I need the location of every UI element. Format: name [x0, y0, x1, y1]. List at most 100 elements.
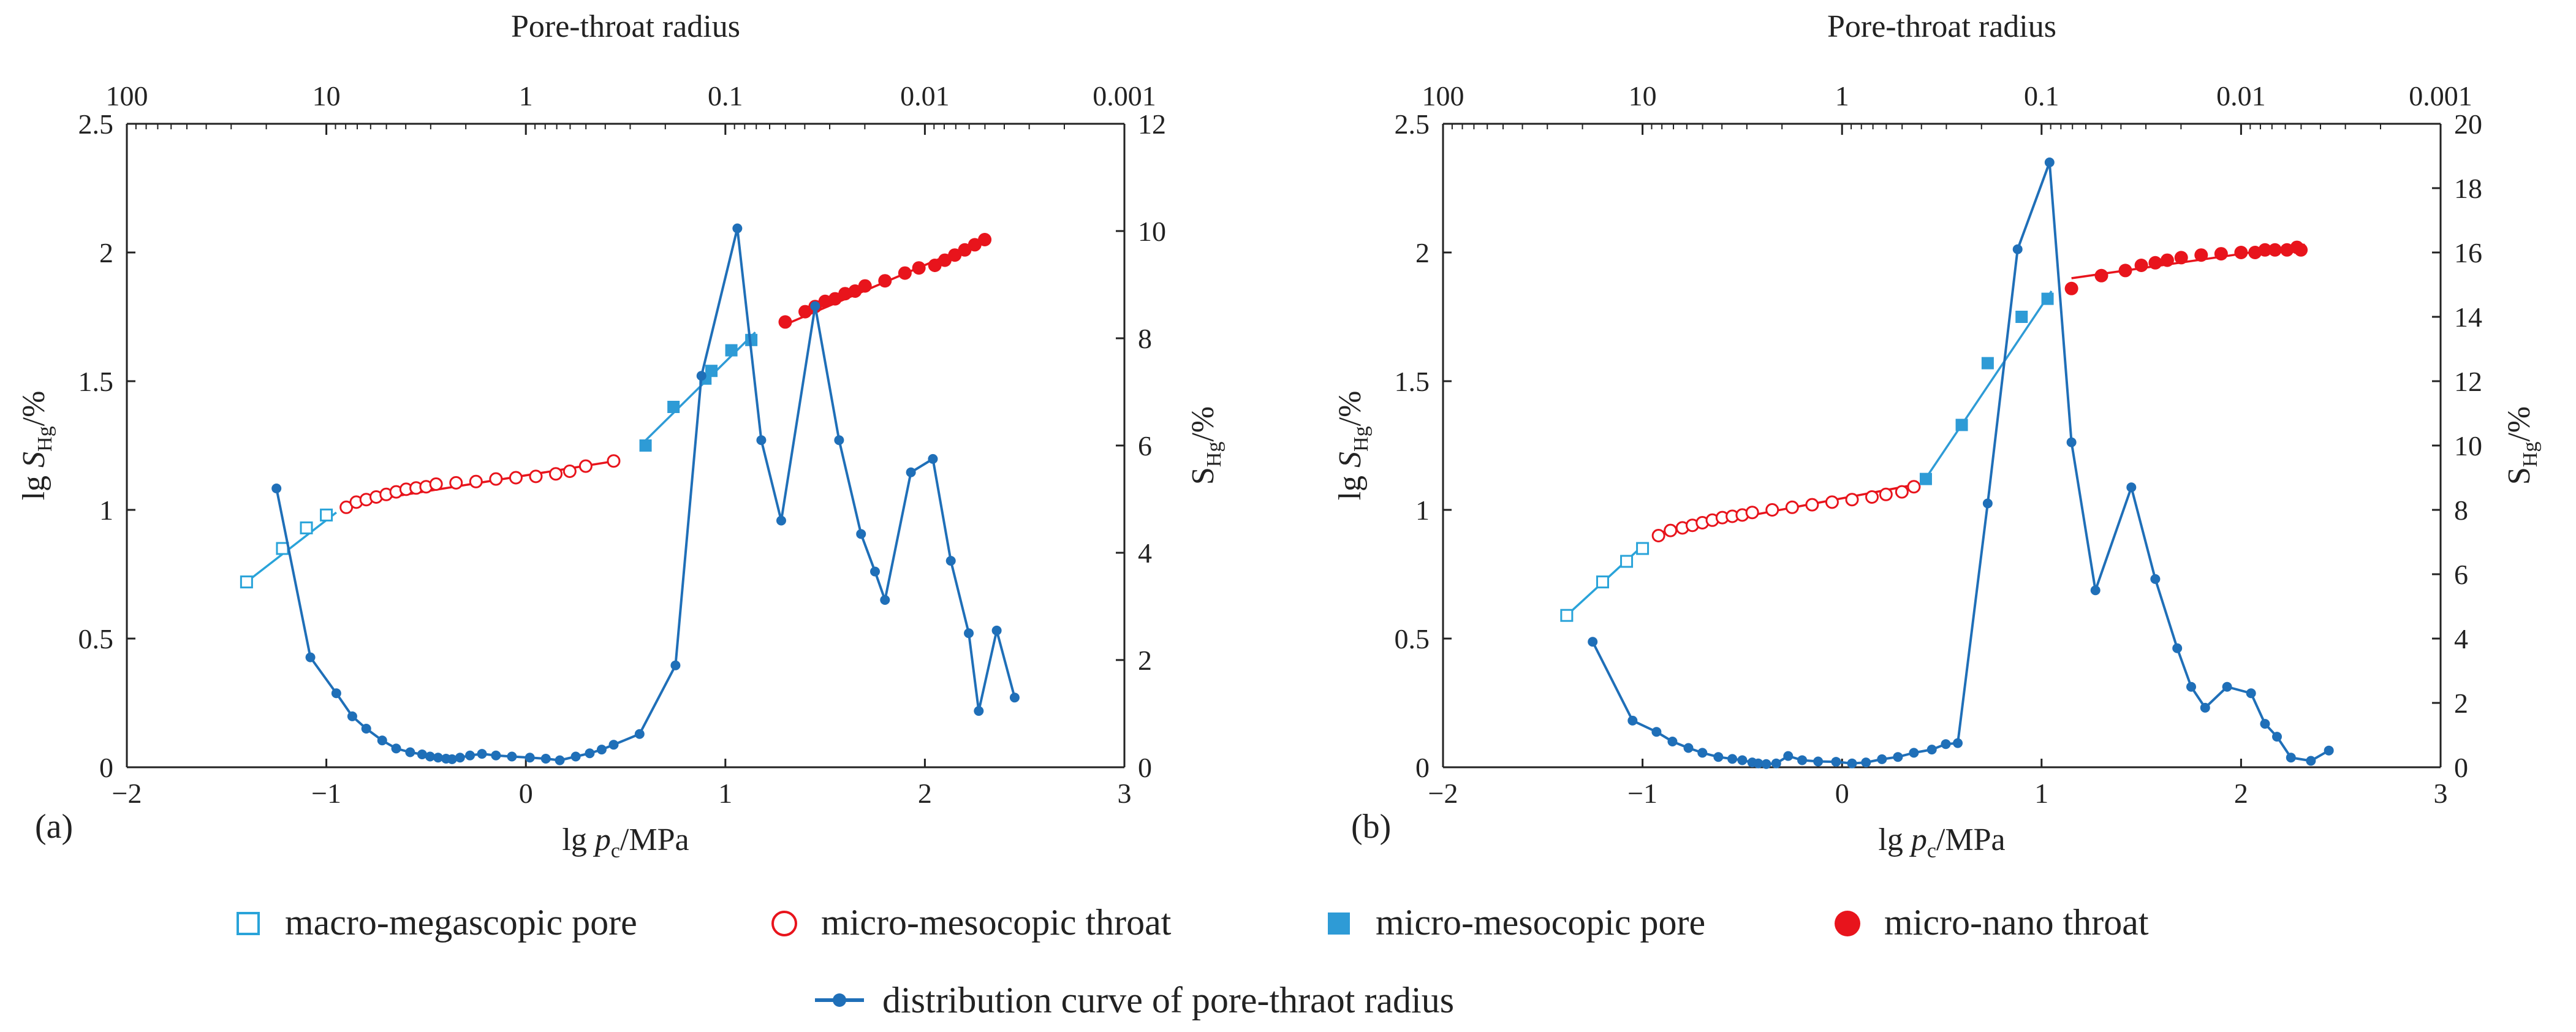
y-tick-label: 1 — [1415, 495, 1430, 526]
top-tick-label: 100 — [106, 80, 148, 112]
data-point — [1753, 758, 1763, 768]
x-tick-label: 2 — [918, 778, 932, 809]
data-point — [1895, 485, 1909, 499]
x-tick-label: −1 — [311, 778, 341, 809]
data-point — [1765, 503, 1779, 517]
data-point — [1588, 637, 1598, 647]
legend-item: macro-megascopic pore — [237, 902, 637, 943]
y-tick-label: 1.5 — [78, 366, 114, 397]
data-point — [447, 754, 457, 764]
legend-label: micro-mesocopic throat — [821, 902, 1172, 943]
y2-tick-label: 10 — [1138, 216, 1166, 247]
data-point — [2234, 246, 2248, 259]
x-tick-label: 3 — [1118, 778, 1132, 809]
y2-tick-label: 6 — [1138, 430, 1152, 461]
data-point — [2260, 719, 2270, 729]
data-point — [2222, 681, 2232, 692]
data-point — [1982, 498, 1993, 509]
x-tick-label: 1 — [718, 778, 732, 809]
data-point — [968, 238, 982, 252]
data-point — [1697, 748, 1708, 758]
data-point — [465, 750, 475, 761]
data-point — [405, 747, 415, 757]
y2-tick-label: 8 — [2454, 495, 2468, 526]
data-point — [2064, 281, 2078, 295]
data-point — [2012, 244, 2023, 254]
data-point — [2118, 264, 2132, 278]
y2-tick-label: 14 — [2454, 302, 2482, 333]
data-point — [585, 748, 595, 759]
top-tick-label: 100 — [1422, 80, 1464, 112]
data-point — [2200, 702, 2210, 713]
data-point — [455, 753, 465, 763]
data-point — [491, 750, 501, 761]
y2-tick-label: 0 — [1138, 752, 1152, 783]
top-axis-label: Pore-throat radius — [1827, 9, 2056, 44]
data-point — [1761, 759, 1771, 769]
data-point — [798, 305, 813, 319]
data-point — [2066, 437, 2077, 447]
legend-label: macro-megascopic pore — [285, 902, 637, 943]
data-point — [2160, 253, 2174, 267]
series-line-dot — [271, 223, 1020, 765]
data-point — [240, 575, 253, 589]
data-point — [2134, 259, 2148, 272]
legend-filled-circle — [1835, 911, 1860, 936]
legend-label: micro-nano throat — [1884, 902, 2149, 943]
data-point — [1596, 575, 1609, 589]
data-point — [2246, 688, 2256, 699]
top-tick-label: 1 — [519, 80, 533, 112]
data-point — [2324, 745, 2334, 756]
data-point — [1560, 609, 1574, 622]
y-tick-label: 2.5 — [78, 108, 114, 140]
y2-axis-label: SHg/% — [1186, 406, 1225, 485]
data-point — [2172, 643, 2183, 653]
data-point — [1636, 542, 1650, 555]
y-tick-label: 2 — [1415, 237, 1430, 268]
data-point — [834, 435, 844, 446]
data-point — [725, 344, 738, 357]
legend-filled-square — [1328, 912, 1350, 935]
data-point — [540, 754, 551, 764]
data-point — [1813, 756, 1824, 767]
data-point — [1865, 490, 1879, 504]
data-point — [1909, 748, 1919, 758]
data-point — [2015, 311, 2028, 323]
data-point — [1745, 506, 1759, 520]
data-point — [778, 315, 792, 329]
data-point — [2126, 482, 2137, 493]
chart-panel-b: −2 −1 0 1 2 300.511.522.502468101214161820100… — [1333, 9, 2542, 862]
data-point — [858, 279, 872, 293]
y2-tick-label: 2 — [1138, 645, 1152, 676]
y2-tick-label: 12 — [2454, 366, 2482, 397]
x-tick-label: −2 — [112, 778, 142, 809]
data-point — [391, 743, 401, 754]
data-point — [1713, 752, 1724, 762]
data-point — [1879, 487, 1893, 501]
data-point — [1941, 739, 1951, 749]
data-point — [607, 454, 621, 468]
panel-label: (a) — [35, 808, 73, 846]
data-point — [870, 566, 880, 577]
series-filled-square — [1919, 290, 2054, 485]
x-axis-label: lg pc/MPa — [562, 822, 689, 862]
y-axis-label: lg SHg/% — [1333, 391, 1373, 501]
data-point — [271, 484, 282, 493]
data-point — [928, 259, 942, 272]
x-tick-label: 0 — [519, 778, 533, 809]
fit-line — [246, 511, 337, 583]
top-tick-label: 0.001 — [2409, 80, 2472, 112]
data-point — [848, 284, 862, 298]
y-tick-label: 0 — [1415, 752, 1430, 783]
data-point — [1981, 357, 1994, 370]
x-axis-label: lg pc/MPa — [1878, 822, 2005, 862]
top-tick-label: 10 — [313, 80, 341, 112]
data-point — [1955, 419, 1968, 431]
data-point — [1847, 758, 1857, 768]
data-point — [898, 266, 912, 280]
series-open-square — [1560, 542, 1650, 622]
data-point — [634, 729, 645, 739]
data-point — [2306, 756, 2316, 766]
data-point — [945, 556, 956, 566]
data-point — [948, 248, 962, 262]
